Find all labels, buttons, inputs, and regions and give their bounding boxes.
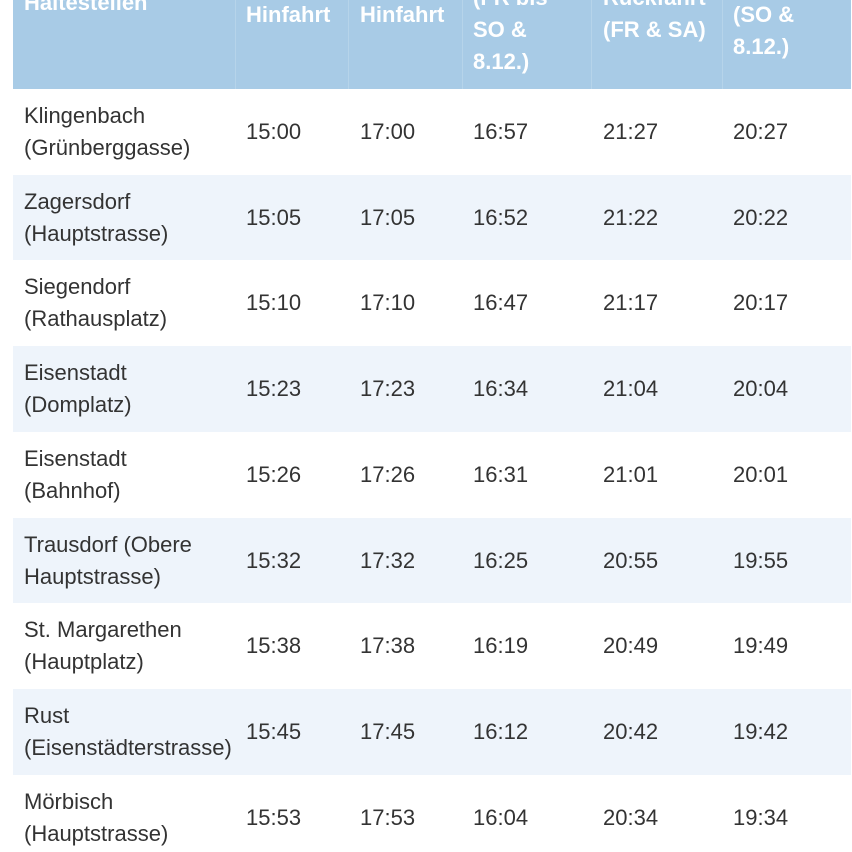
header-text: Hinfahrt xyxy=(246,2,331,27)
departure-time: 16:57 xyxy=(473,119,529,144)
departure-time: 21:04 xyxy=(603,376,659,402)
departure-time: 19:49 xyxy=(733,633,789,659)
header-text: Rückfahrt xyxy=(603,0,706,14)
departure-time: 17:05 xyxy=(360,204,416,230)
header-text: 8.12.) xyxy=(733,34,790,59)
stop-name: Zagersdorf (Hauptstrasse) xyxy=(24,188,169,246)
table-row xyxy=(13,517,851,604)
table-row xyxy=(13,174,851,261)
header-text: (SO & xyxy=(733,2,795,27)
stop-name: Mörbisch (Hauptstrasse) xyxy=(24,788,169,846)
header-text: Haltestellen xyxy=(24,0,148,15)
table-row xyxy=(13,774,851,852)
departure-time: 15:05 xyxy=(246,204,302,230)
header-text: 8.12.) xyxy=(473,49,530,74)
departure-time: 17:23 xyxy=(360,376,416,402)
departure-time: 16:04 xyxy=(473,804,529,830)
departure-time: 21:17 xyxy=(603,290,659,316)
departure-time: 16:19 xyxy=(473,633,529,659)
departure-time: 15:23 xyxy=(246,376,302,402)
stop-name: Klingenbach (Grünberggasse) xyxy=(24,103,191,160)
table-row xyxy=(13,89,851,175)
departure-time: 20:34 xyxy=(603,804,659,830)
departure-time: 20:27 xyxy=(733,119,789,144)
table-row xyxy=(13,688,851,775)
header-separator xyxy=(462,0,463,89)
departure-time: 15:26 xyxy=(246,461,302,487)
departure-time: 17:38 xyxy=(360,633,416,659)
departure-time: 21:27 xyxy=(603,119,659,144)
departure-time: 16:25 xyxy=(473,547,529,573)
header-background xyxy=(13,0,851,89)
stop-name: St. Margarethen (Hauptplatz) xyxy=(24,617,182,675)
departure-time: 17:00 xyxy=(360,119,416,144)
header-separator xyxy=(722,0,723,89)
departure-time: 15:38 xyxy=(246,633,302,659)
departure-time: 16:31 xyxy=(473,461,529,487)
header-separator xyxy=(235,0,236,89)
stop-name: Siegendorf (Rathausplatz) xyxy=(24,274,168,332)
departure-time: 19:55 xyxy=(733,547,789,573)
departure-time: 16:34 xyxy=(473,376,529,402)
stop-name: Eisenstadt (Bahnhof) xyxy=(24,445,127,503)
departure-time: 20:04 xyxy=(733,376,789,402)
stop-name: Eisenstadt (Domplatz) xyxy=(24,360,132,418)
header-separator xyxy=(591,0,592,89)
header-text: (FR & SA) xyxy=(603,17,706,42)
departure-time: 21:22 xyxy=(603,204,659,230)
header-text: (FR bis xyxy=(473,0,548,14)
departure-time: 19:34 xyxy=(733,804,789,830)
table-row xyxy=(13,603,851,690)
departure-time: 15:45 xyxy=(246,718,302,744)
departure-time: 19:42 xyxy=(733,718,789,744)
departure-time: 16:47 xyxy=(473,290,529,316)
departure-time: 17:45 xyxy=(360,718,416,744)
departure-time: 17:53 xyxy=(360,804,416,830)
stop-name: Trausdorf (Obere Hauptstrasse) xyxy=(24,531,192,589)
header-text: SO & xyxy=(473,17,527,42)
departure-time: 15:32 xyxy=(246,547,302,573)
departure-time: 20:17 xyxy=(733,290,789,316)
departure-time: 17:26 xyxy=(360,461,416,487)
stop-name: Rust (Eisenstädterstrasse) xyxy=(24,702,232,760)
departure-time: 17:32 xyxy=(360,547,416,573)
departure-time: 21:01 xyxy=(603,461,659,487)
header-text: Hinfahrt xyxy=(360,2,445,27)
departure-time: 15:10 xyxy=(246,290,302,316)
departure-time: 20:01 xyxy=(733,461,789,487)
departure-time: 20:49 xyxy=(603,633,659,659)
departure-time: 15:00 xyxy=(246,119,302,144)
departure-time: 20:22 xyxy=(733,204,789,230)
departure-time: 16:12 xyxy=(473,718,529,744)
departure-time: 20:42 xyxy=(603,718,659,744)
table-row xyxy=(13,346,851,433)
table-row xyxy=(13,431,851,518)
departure-time: 15:53 xyxy=(246,804,302,830)
departure-time: 16:52 xyxy=(473,204,529,230)
departure-time: 17:10 xyxy=(360,290,416,316)
departure-time: 20:55 xyxy=(603,547,659,573)
table-row xyxy=(13,260,851,347)
header-separator xyxy=(348,0,349,89)
